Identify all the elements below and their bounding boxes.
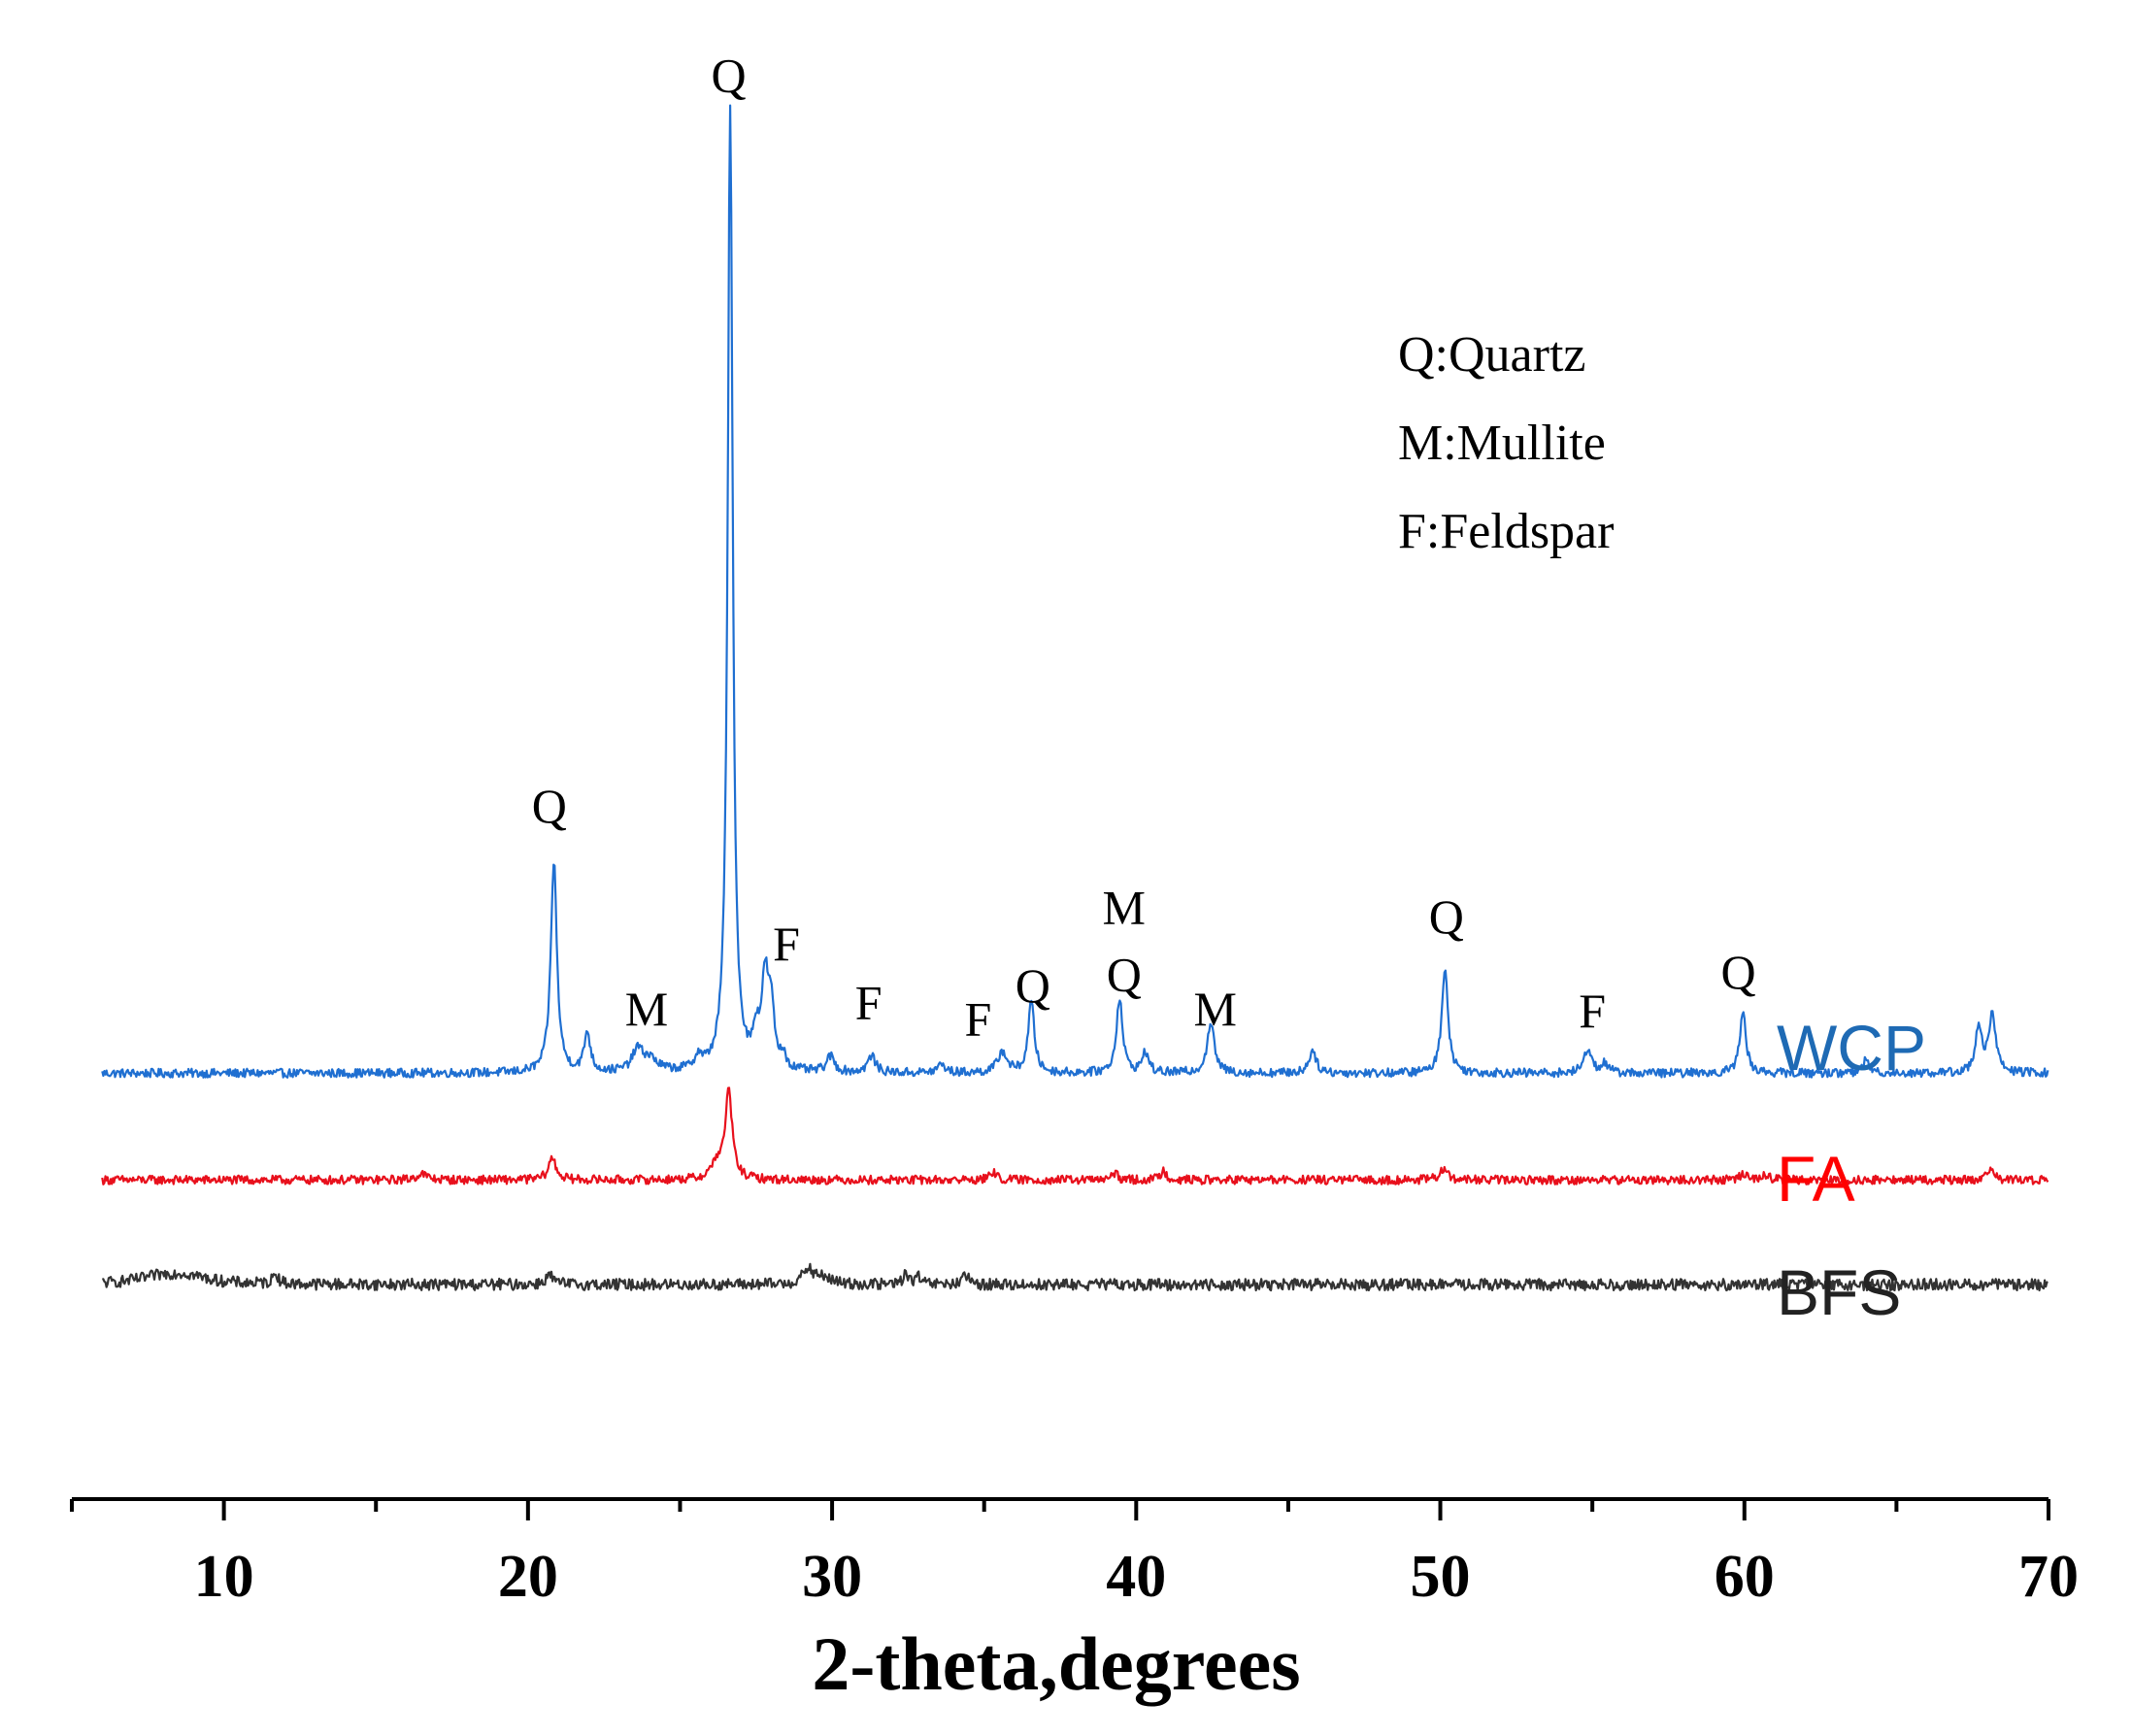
- peak-label: F: [855, 975, 883, 1029]
- series-label-wcp: WCP: [1777, 1012, 1926, 1084]
- x-axis-title: 2-theta,degrees: [812, 1621, 1300, 1706]
- legend-entry: M:Mullite: [1398, 416, 1606, 471]
- peak-label: M: [625, 982, 668, 1036]
- peak-label: F: [1579, 984, 1606, 1038]
- peak-label: F: [965, 992, 992, 1047]
- x-axis: 10 20 30 40 50 60 70: [70, 1497, 2079, 1610]
- peak-label: M: [1194, 982, 1237, 1036]
- peak-label: F: [773, 917, 800, 971]
- legend-entry: F:Feldspar: [1398, 504, 1614, 559]
- peak-label: Q: [1107, 947, 1142, 1001]
- legend: Q:Quartz M:Mullite F:Feldspar: [1398, 327, 1614, 559]
- x-tick-label: 70: [2018, 1544, 2079, 1610]
- series-label-fa: FA: [1777, 1143, 1855, 1215]
- x-tick-label: 60: [1715, 1544, 1775, 1610]
- peak-label: Q: [1429, 889, 1464, 944]
- peak-label: Q: [1016, 958, 1050, 1013]
- peak-label: M: [1103, 880, 1146, 934]
- peak-label: Q: [532, 779, 567, 833]
- peak-label: Q: [712, 49, 747, 103]
- x-tick-label: 50: [1411, 1544, 1471, 1610]
- series-line-bfs: [102, 1262, 2049, 1292]
- x-tick-label: 20: [498, 1544, 558, 1610]
- series-label-bfs: BFS: [1777, 1256, 1901, 1328]
- x-tick-label: 40: [1106, 1544, 1166, 1610]
- peak-label: Q: [1720, 945, 1755, 999]
- x-tick-label: 30: [802, 1544, 862, 1610]
- series-line-wcp: [101, 104, 2049, 1079]
- x-tick-label: 10: [194, 1544, 254, 1610]
- series-layer: WCP FA BFS: [101, 104, 2049, 1328]
- series-line-fa: [101, 1086, 2049, 1185]
- legend-entry: Q:Quartz: [1398, 327, 1585, 383]
